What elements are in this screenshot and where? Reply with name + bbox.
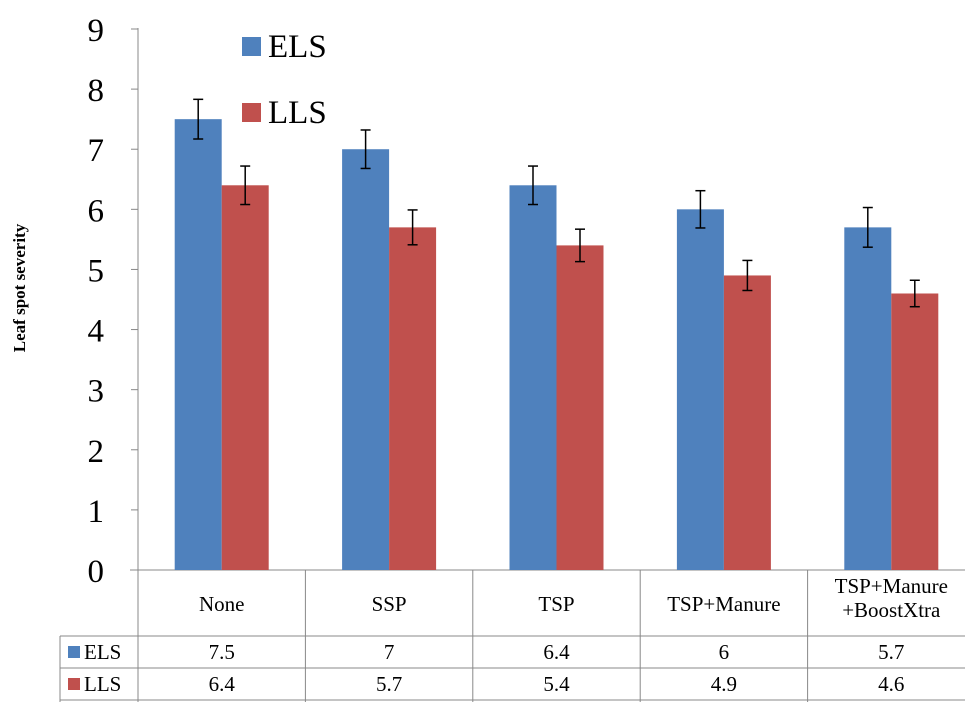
x-tick-label: None bbox=[199, 592, 245, 616]
data-label-lls: 6.4 bbox=[209, 672, 236, 696]
y-tick-label: 0 bbox=[88, 554, 105, 590]
bars bbox=[174, 119, 939, 571]
x-tick-label: SSP bbox=[372, 592, 407, 616]
error-bar-lls bbox=[407, 209, 418, 246]
table-legend-key-els bbox=[68, 646, 80, 658]
bar-lls bbox=[389, 227, 437, 570]
bar-lls bbox=[891, 293, 939, 570]
y-tick-label: 1 bbox=[88, 494, 105, 530]
data-label-els: 6 bbox=[719, 640, 730, 664]
bar-lls bbox=[723, 275, 771, 570]
x-tick-label: TSP+Manure bbox=[667, 592, 780, 616]
bar-els bbox=[676, 209, 724, 571]
x-tick-label: TSP+Manure +BoostXtra bbox=[835, 574, 948, 622]
error-bar-els bbox=[360, 129, 371, 170]
y-axis-label: Leaf spot severity bbox=[10, 223, 29, 353]
table-series-label-els: ELS bbox=[84, 640, 121, 664]
data-label-lls: 5.7 bbox=[376, 672, 402, 696]
bar-els bbox=[174, 119, 222, 571]
legend-swatch-els bbox=[242, 37, 261, 56]
y-tick-label: 5 bbox=[88, 253, 105, 289]
error-bar-lls bbox=[240, 165, 251, 206]
bar-lls bbox=[556, 245, 604, 570]
y-axis-label-wrap: Leaf spot severity bbox=[0, 0, 40, 702]
x-tick-label: TSP bbox=[538, 592, 574, 616]
legend-swatch-lls bbox=[242, 103, 261, 122]
data-label-els: 6.4 bbox=[543, 640, 570, 664]
y-tick-label: 6 bbox=[88, 193, 105, 229]
data-label-lls: 5.4 bbox=[543, 672, 570, 696]
bar-els bbox=[342, 149, 390, 570]
legend: ELS LLS bbox=[242, 29, 327, 131]
data-label-lls: 4.9 bbox=[711, 672, 737, 696]
y-tick-label: 2 bbox=[88, 434, 105, 470]
x-tick-label-line: TSP+Manure bbox=[835, 574, 948, 598]
legend-label-els: ELS bbox=[268, 29, 327, 65]
bar-lls bbox=[221, 185, 269, 571]
data-label-els: 7 bbox=[384, 640, 395, 664]
legend-label-lls: LLS bbox=[268, 95, 327, 131]
error-bar-lls bbox=[909, 279, 920, 308]
y-tick-label: 3 bbox=[88, 374, 105, 410]
data-label-els: 5.7 bbox=[878, 640, 904, 664]
error-bar-els bbox=[193, 98, 204, 140]
table-series-label-lls: LLS bbox=[84, 672, 121, 696]
data-label-els: 7.5 bbox=[209, 640, 235, 664]
bar-els bbox=[509, 185, 557, 571]
error-bar-lls bbox=[575, 228, 585, 263]
y-tick-label: 9 bbox=[88, 13, 105, 49]
table-legend-key-lls bbox=[68, 678, 80, 690]
error-bar-lls bbox=[742, 259, 753, 292]
bar-els bbox=[844, 227, 892, 570]
y-tick-label: 8 bbox=[88, 73, 105, 109]
x-tick-label-line: +BoostXtra bbox=[842, 598, 941, 622]
error-bar-els bbox=[862, 206, 873, 248]
y-tick-label: 4 bbox=[88, 314, 105, 350]
y-tick-labels: 0 1 2 3 4 5 6 7 8 9 bbox=[88, 13, 138, 590]
y-tick-label: 7 bbox=[88, 133, 105, 169]
error-bar-els bbox=[695, 189, 706, 229]
data-label-lls: 4.6 bbox=[878, 672, 904, 696]
error-bar-els bbox=[528, 165, 538, 206]
error-bars bbox=[193, 98, 920, 308]
